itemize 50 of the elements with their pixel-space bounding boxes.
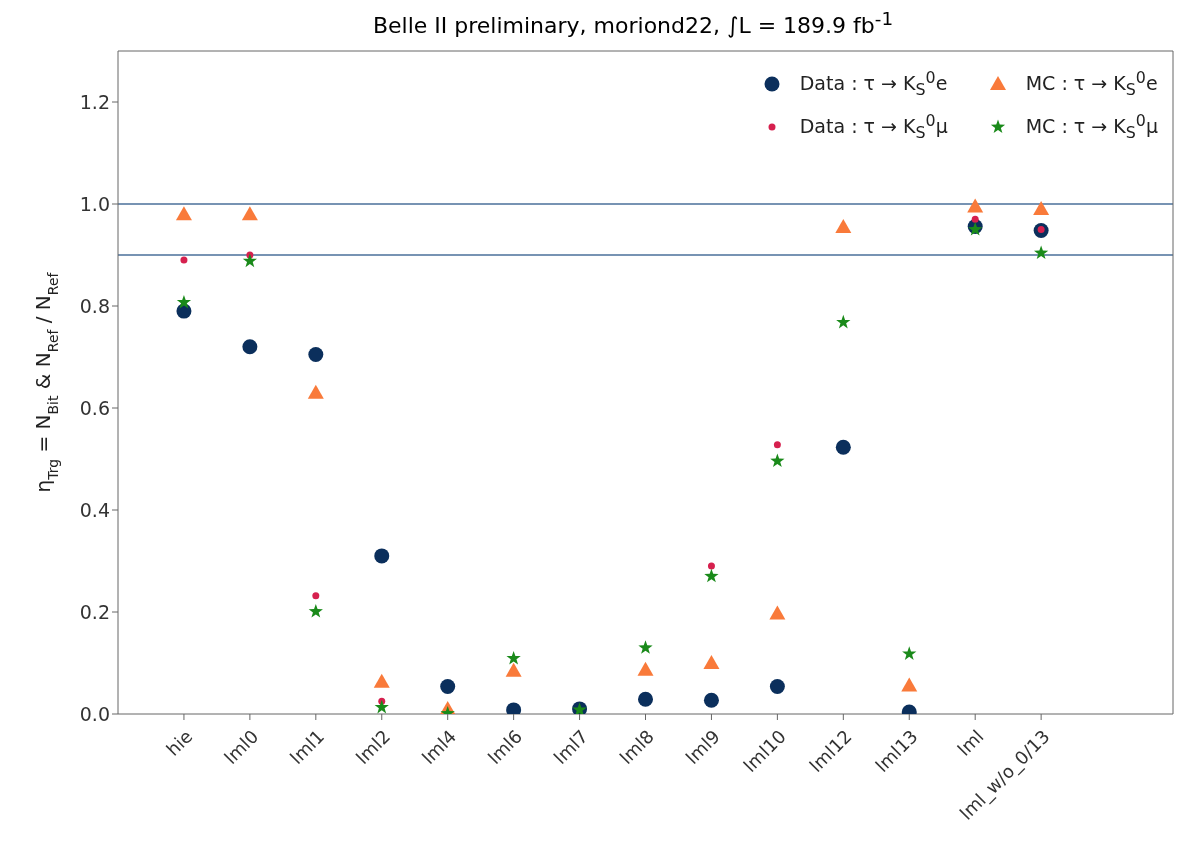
point bbox=[440, 678, 456, 694]
point bbox=[637, 661, 654, 676]
point bbox=[1033, 245, 1049, 260]
legend-label: MC : τ → K$_{S}$$^{0}$μ bbox=[1025, 111, 1158, 143]
y-tick-label: 0.8 bbox=[79, 294, 110, 317]
point bbox=[901, 677, 918, 692]
x-tick-label: hie bbox=[162, 725, 197, 760]
point bbox=[505, 662, 522, 677]
point bbox=[1033, 201, 1050, 216]
chart-title: Belle II preliminary, moriond22, ∫L = 189.9 fb$^{-1}$ bbox=[371, 8, 895, 41]
point bbox=[769, 605, 786, 620]
legend-label: Data : τ → K$_{S}$$^{0}$e bbox=[799, 68, 948, 100]
point bbox=[176, 294, 192, 309]
point bbox=[638, 640, 653, 654]
point bbox=[506, 650, 521, 665]
point bbox=[703, 692, 719, 708]
point bbox=[704, 568, 719, 583]
point bbox=[971, 215, 979, 223]
legend-label: MC : τ → K$_{S}$$^{0}$e bbox=[1025, 68, 1158, 100]
y-tick-label: 1.2 bbox=[79, 90, 110, 113]
point bbox=[902, 646, 917, 660]
point bbox=[307, 384, 324, 399]
point bbox=[175, 206, 192, 221]
point bbox=[836, 314, 851, 329]
legend-label: Data : τ → K$_{S}$$^{0}$μ bbox=[799, 111, 948, 143]
point bbox=[373, 673, 390, 688]
point bbox=[835, 439, 851, 455]
point bbox=[967, 198, 984, 213]
point bbox=[773, 441, 781, 449]
point bbox=[968, 222, 983, 236]
point bbox=[242, 339, 258, 355]
point bbox=[308, 346, 324, 362]
point bbox=[835, 218, 852, 233]
point bbox=[707, 562, 715, 570]
y-tick-label: 0.6 bbox=[79, 396, 110, 419]
point bbox=[180, 256, 188, 264]
point bbox=[312, 592, 320, 600]
point bbox=[770, 453, 785, 468]
point bbox=[308, 603, 323, 618]
point bbox=[769, 678, 785, 694]
y-tick-label: 0.0 bbox=[79, 702, 110, 725]
point bbox=[241, 206, 258, 221]
y-tick-label: 0.2 bbox=[79, 600, 110, 623]
point bbox=[242, 253, 258, 268]
y-tick-label: 1.0 bbox=[79, 192, 110, 215]
point bbox=[703, 655, 720, 669]
y-tick-label: 0.4 bbox=[79, 498, 110, 521]
point bbox=[374, 699, 389, 714]
point bbox=[374, 548, 390, 564]
point bbox=[638, 691, 653, 707]
